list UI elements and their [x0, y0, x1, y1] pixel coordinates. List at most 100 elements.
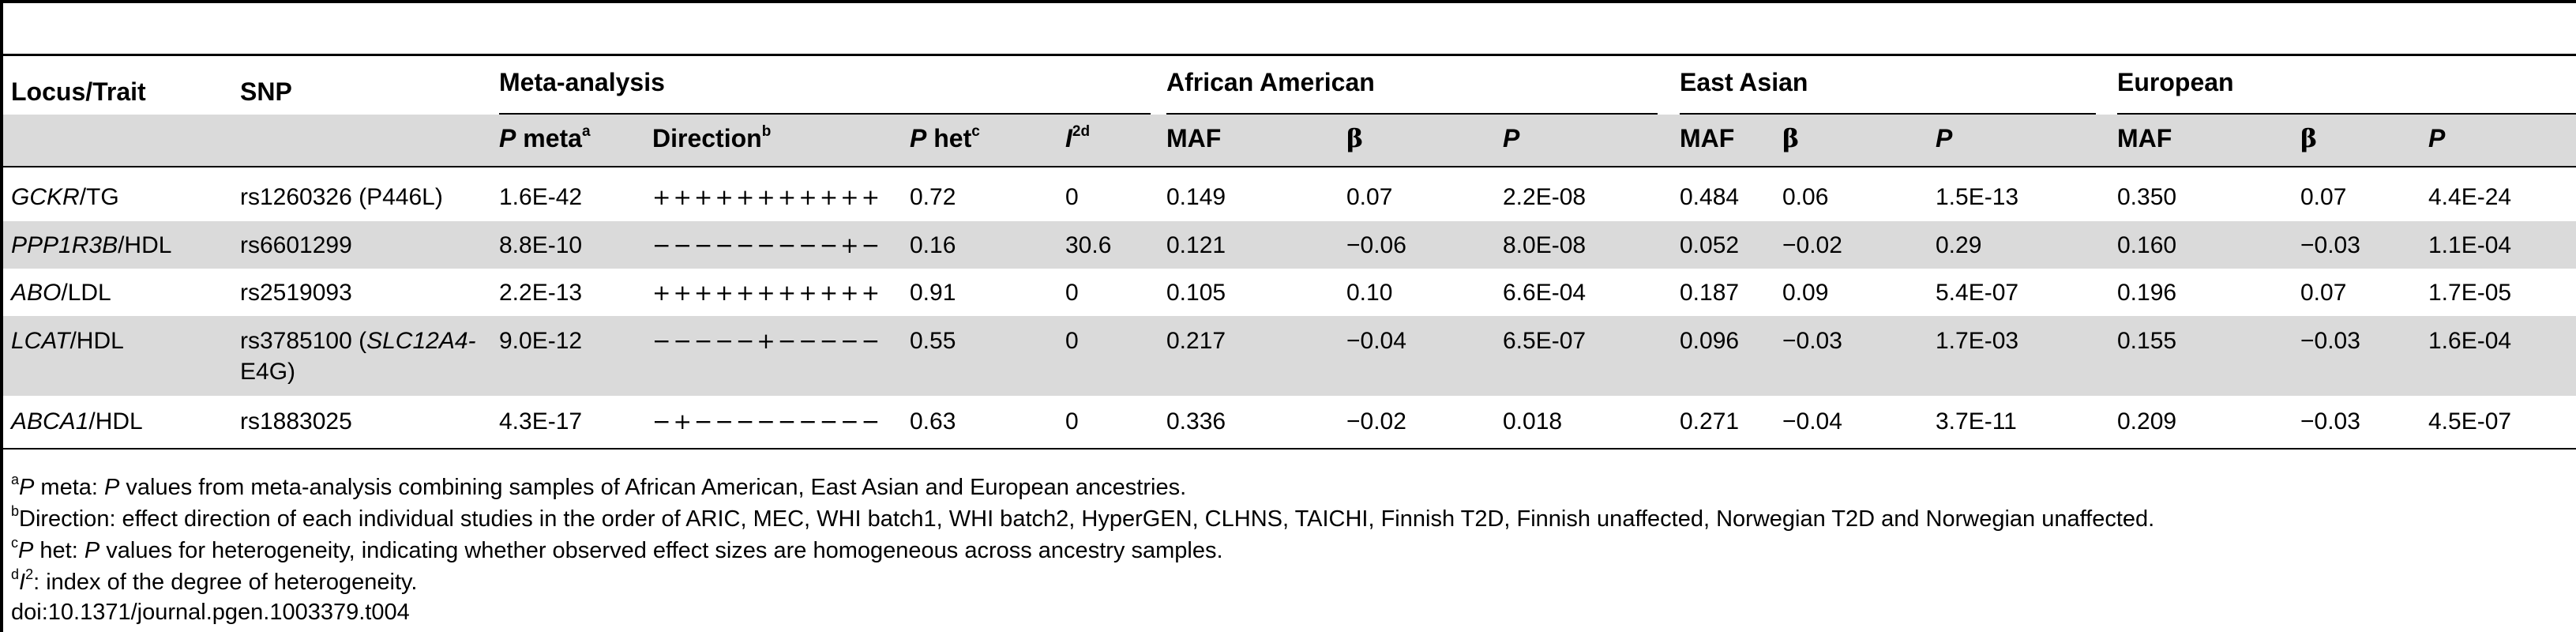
- row-2-eu-maf: 0.160: [2117, 232, 2177, 258]
- header-bottom-rule: [3, 166, 2576, 167]
- row-5-snp: rs1883025: [240, 408, 352, 434]
- row-4-direction: −−−−−+−−−−−: [652, 328, 883, 354]
- row-3-ea-p: 5.4E-07: [1936, 280, 2019, 306]
- row-5-p-meta: 4.3E-17: [499, 408, 583, 434]
- row-2-ea-beta: −0.02: [1782, 232, 1842, 258]
- row-4-snp: rs3785100 (SLC12A4-: [240, 328, 476, 354]
- row-5-locus-trait: ABCA1/HDL: [11, 408, 143, 434]
- row-5-aa-p: 0.018: [1503, 408, 1563, 434]
- row-2-eu-p: 1.1E-04: [2428, 232, 2512, 258]
- group-rule-east-asian: [1680, 113, 2096, 115]
- header-locus-trait: Locus/Trait: [11, 77, 146, 106]
- row-1-aa-p: 2.2E-08: [1503, 184, 1587, 210]
- row-1-ea-maf: 0.484: [1680, 184, 1740, 210]
- header-ea-beta: β: [1782, 123, 1800, 153]
- row-2-i2: 30.6: [1065, 232, 1112, 258]
- row-3-eu-maf: 0.196: [2117, 280, 2177, 306]
- header-p-meta: P metaa: [499, 123, 591, 152]
- row-4-snp-line2: E4G): [240, 359, 296, 385]
- header-p-het: P hetc: [910, 123, 980, 152]
- row-5-aa-beta: −0.02: [1346, 408, 1406, 434]
- header-direction: Directionb: [652, 123, 772, 152]
- row-3-eu-p: 1.7E-05: [2428, 280, 2512, 306]
- row-3-eu-beta: 0.07: [2300, 280, 2347, 306]
- row-4-locus-trait: LCAT/HDL: [11, 328, 124, 354]
- table-frame-left: [0, 0, 3, 632]
- row-2-aa-beta: −0.06: [1346, 232, 1406, 258]
- header-aa-p: P: [1503, 124, 1520, 152]
- column-header-band: [3, 115, 2576, 166]
- row-1-ea-beta: 0.06: [1782, 184, 1829, 210]
- header-ea-maf: MAF: [1680, 124, 1735, 152]
- row-2-ea-maf: 0.052: [1680, 232, 1740, 258]
- row-1-aa-maf: 0.149: [1166, 184, 1226, 210]
- footnote-d: dI2: index of the degree of heterogeneit…: [11, 566, 418, 595]
- row-band-2: [3, 221, 2576, 269]
- row-4-i2: 0: [1065, 328, 1079, 354]
- row-1-locus-trait: GCKR/TG: [11, 184, 119, 210]
- row-1-eu-beta: 0.07: [2300, 184, 2347, 210]
- row-2-aa-p: 8.0E-08: [1503, 232, 1587, 258]
- row-2-ea-p: 0.29: [1936, 232, 1982, 258]
- row-5-aa-maf: 0.336: [1166, 408, 1226, 434]
- row-5-direction: −+−−−−−−−−−: [652, 408, 883, 434]
- row-5-eu-p: 4.5E-07: [2428, 408, 2512, 434]
- row-4-ea-beta: −0.03: [1782, 328, 1842, 354]
- group-rule-european: [2117, 113, 2576, 115]
- row-4-eu-beta: −0.03: [2300, 328, 2360, 354]
- row-2-snp: rs6601299: [240, 232, 352, 258]
- row-2-aa-maf: 0.121: [1166, 232, 1226, 258]
- row-4-p-het: 0.55: [910, 328, 956, 354]
- row-3-p-het: 0.91: [910, 280, 956, 306]
- row-5-p-het: 0.63: [910, 408, 956, 434]
- row-5-eu-beta: −0.03: [2300, 408, 2360, 434]
- row-1-i2: 0: [1065, 184, 1079, 210]
- table-top-rule: [3, 54, 2576, 56]
- row-3-aa-p: 6.6E-04: [1503, 280, 1587, 306]
- row-1-aa-beta: 0.07: [1346, 184, 1393, 210]
- footnote-b: bDirection: effect direction of each ind…: [11, 503, 2155, 532]
- row-1-p-het: 0.72: [910, 184, 956, 210]
- row-1-p-meta: 1.6E-42: [499, 184, 583, 210]
- row-2-eu-beta: −0.03: [2300, 232, 2360, 258]
- header-ea-p: P: [1936, 124, 1953, 152]
- group-header-east-asian: East Asian: [1680, 68, 1808, 96]
- row-5-i2: 0: [1065, 408, 1079, 434]
- row-3-direction: +++++++++++: [652, 280, 883, 306]
- group-rule-meta-analysis: [499, 113, 1151, 115]
- row-3-ea-maf: 0.187: [1680, 280, 1740, 306]
- row-5-ea-p: 3.7E-11: [1936, 408, 2017, 434]
- row-5-eu-maf: 0.209: [2117, 408, 2177, 434]
- header-aa-beta: β: [1346, 123, 1364, 153]
- row-2-p-meta: 8.8E-10: [499, 232, 583, 258]
- row-4-ea-maf: 0.096: [1680, 328, 1740, 354]
- doi-link[interactable]: doi:10.1371/journal.pgen.1003379.t004: [11, 600, 410, 625]
- table-bottom-rule: [3, 448, 2576, 450]
- row-4-eu-maf: 0.155: [2117, 328, 2177, 354]
- row-4-aa-p: 6.5E-07: [1503, 328, 1587, 354]
- row-5-ea-beta: −0.04: [1782, 408, 1842, 434]
- row-1-ea-p: 1.5E-13: [1936, 184, 2019, 210]
- row-3-aa-beta: 0.10: [1346, 280, 1393, 306]
- row-3-aa-maf: 0.105: [1166, 280, 1226, 306]
- row-1-snp: rs1260326 (P446L): [240, 184, 443, 210]
- row-1-eu-p: 4.4E-24: [2428, 184, 2512, 210]
- header-eu-beta: β: [2300, 123, 2318, 153]
- row-4-p-meta: 9.0E-12: [499, 328, 583, 354]
- header-i2: I2d: [1065, 123, 1091, 152]
- footnote-a: aP meta: P values from meta-analysis com…: [11, 472, 1187, 500]
- row-3-ea-beta: 0.09: [1782, 280, 1829, 306]
- row-4-ea-p: 1.7E-03: [1936, 328, 2019, 354]
- row-4-eu-p: 1.6E-04: [2428, 328, 2512, 354]
- header-eu-maf: MAF: [2117, 124, 2172, 152]
- row-2-direction: −−−−−−−−−+−: [652, 232, 883, 258]
- table-frame-top: [0, 0, 2576, 3]
- row-1-eu-maf: 0.350: [2117, 184, 2177, 210]
- group-rule-african-american: [1166, 113, 1658, 115]
- row-4-aa-beta: −0.04: [1346, 328, 1406, 354]
- footnote-c: cP het: P values for heterogeneity, indi…: [11, 535, 1223, 563]
- row-3-locus-trait: ABO/LDL: [11, 280, 111, 306]
- group-header-african-american: African American: [1166, 68, 1375, 96]
- row-3-i2: 0: [1065, 280, 1079, 306]
- row-1-direction: +++++++++++: [652, 184, 883, 210]
